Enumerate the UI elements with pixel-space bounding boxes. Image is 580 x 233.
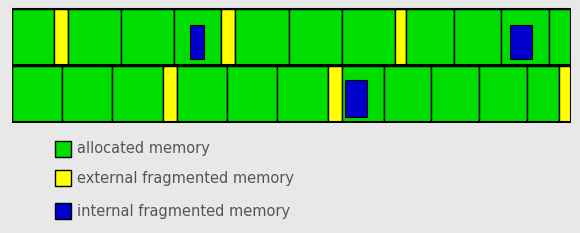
Bar	[549, 9, 571, 65]
Bar	[12, 9, 571, 65]
Bar	[501, 9, 549, 65]
Bar	[510, 25, 532, 58]
Bar	[12, 66, 571, 122]
Bar	[55, 171, 71, 186]
Bar	[12, 66, 62, 122]
Bar	[527, 66, 559, 122]
Bar	[479, 66, 527, 122]
Bar	[289, 9, 342, 65]
Bar	[190, 25, 204, 58]
Bar	[177, 66, 227, 122]
Bar	[55, 141, 71, 157]
Bar	[53, 9, 67, 65]
Bar	[406, 9, 454, 65]
Text: internal fragmented memory: internal fragmented memory	[77, 204, 290, 219]
Bar	[454, 9, 501, 65]
Bar	[62, 66, 113, 122]
Bar	[345, 80, 367, 117]
Bar	[235, 9, 289, 65]
Text: allocated memory: allocated memory	[77, 141, 210, 156]
Bar	[342, 9, 395, 65]
Bar	[328, 66, 342, 122]
Bar	[55, 203, 71, 219]
Bar	[67, 9, 121, 65]
Bar	[559, 66, 571, 122]
Bar	[121, 9, 174, 65]
Text: external fragmented memory: external fragmented memory	[77, 171, 294, 186]
Bar	[384, 66, 432, 122]
Bar	[432, 66, 479, 122]
Bar	[113, 66, 163, 122]
Bar	[227, 66, 277, 122]
Bar	[174, 9, 222, 65]
Bar	[12, 9, 53, 65]
Bar	[163, 66, 177, 122]
Bar	[222, 9, 235, 65]
Bar	[395, 9, 406, 65]
Bar	[277, 66, 328, 122]
Bar	[342, 66, 384, 122]
